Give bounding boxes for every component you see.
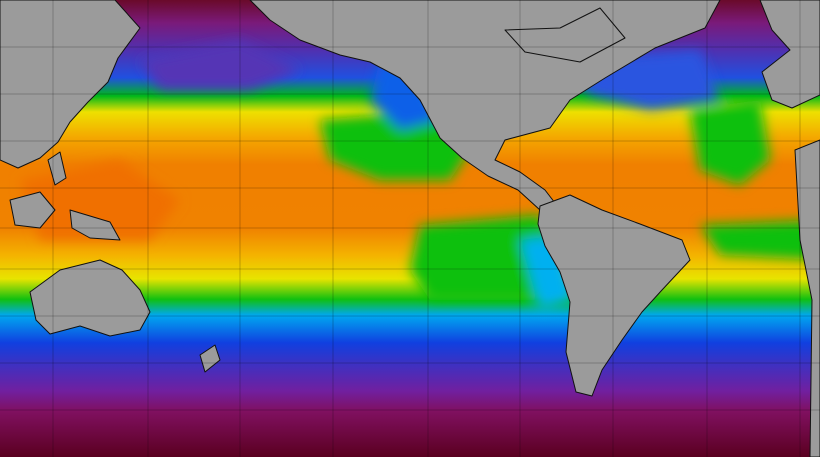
south-atlantic-green <box>700 220 820 260</box>
greenland <box>504 7 626 63</box>
east-pacific-cool-tongue <box>320 110 470 180</box>
europe <box>759 0 820 109</box>
south-america <box>537 194 691 397</box>
new-guinea <box>69 209 121 241</box>
africa <box>794 139 820 457</box>
borneo <box>9 191 56 229</box>
philippines <box>47 151 67 186</box>
new-zealand <box>199 344 221 373</box>
southeast-pacific-green <box>410 215 570 300</box>
australia <box>29 259 151 337</box>
north-atlantic-green <box>690 100 770 185</box>
asia <box>0 0 141 169</box>
northwest-pacific-purple <box>140 40 300 90</box>
